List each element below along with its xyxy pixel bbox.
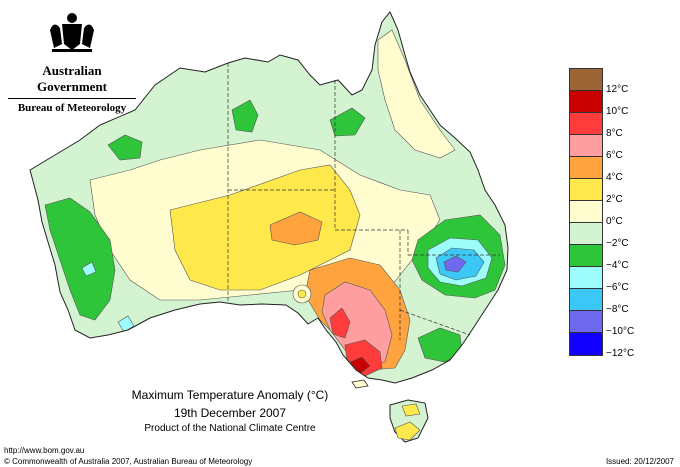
legend-label: 2°C (606, 194, 623, 205)
legend-swatch (570, 91, 602, 113)
legend-swatch (570, 69, 602, 91)
legend-swatch (570, 179, 602, 201)
legend-label: −2°C (606, 238, 629, 249)
copyright-text: © Commonwealth of Australia 2007, Austra… (4, 457, 253, 466)
legend-swatches (569, 68, 603, 356)
legend-swatch (570, 289, 602, 311)
zone-2c (169, 164, 361, 291)
zone-6c (321, 281, 393, 369)
legend-swatch (570, 333, 602, 355)
zone-4c-centre (269, 211, 323, 246)
state-borders (227, 63, 500, 340)
legend-swatch (570, 245, 602, 267)
legend-swatch (570, 135, 602, 157)
zone-minus4c-top-end (231, 99, 259, 133)
zone-minus4c-gulf (329, 107, 366, 137)
legend-label: −8°C (606, 304, 629, 315)
tasmania-warm (394, 421, 421, 441)
zone-8c-eyre (329, 307, 351, 339)
map-title: Maximum Temperature Anomaly (°C) (131, 388, 329, 402)
legend-label: −6°C (606, 282, 629, 293)
zone-minus10c (443, 255, 467, 273)
zone-2c-lake (297, 289, 307, 299)
legend-label: 10°C (606, 106, 629, 117)
legend-swatch (570, 267, 602, 289)
kangaroo-island (351, 379, 369, 389)
government-logo: Australian Government Bureau of Meteorol… (8, 10, 136, 114)
legend-swatch (570, 201, 602, 223)
map-product: Product of the National Climate Centre (144, 423, 316, 434)
zone-minus4c-west (44, 197, 116, 321)
legend-label: 12°C (606, 84, 629, 95)
zone-minus6c-sw (117, 315, 135, 333)
legend-label: −10°C (606, 326, 635, 337)
legend-label: −12°C (606, 348, 635, 359)
bureau-name: Bureau of Meteorology (17, 102, 127, 114)
zone-minus6c-wa (81, 261, 97, 277)
zone-minus4c-kimberley (107, 134, 143, 161)
coat-of-arms-icon (50, 13, 94, 52)
legend-swatch (570, 311, 602, 333)
legend-label: −4°C (606, 260, 629, 271)
website-link[interactable]: http://www.bom.gov.au (4, 446, 85, 455)
map-date: 19th December 2007 (173, 406, 287, 420)
legend-swatch (570, 223, 602, 245)
legend-swatch (570, 157, 602, 179)
legend-label: 8°C (606, 128, 623, 139)
government-name: Australian Government (36, 63, 108, 94)
coastline (29, 11, 509, 384)
issued-date: Issued: 20/12/2007 (605, 457, 674, 466)
tasmania-warm-north (401, 403, 421, 417)
divider (8, 98, 136, 99)
legend-label: 0°C (606, 216, 623, 227)
zone-0c-north (377, 29, 456, 159)
legend-label: 4°C (606, 172, 623, 183)
legend-label: 6°C (606, 150, 623, 161)
legend-swatch (570, 113, 602, 135)
